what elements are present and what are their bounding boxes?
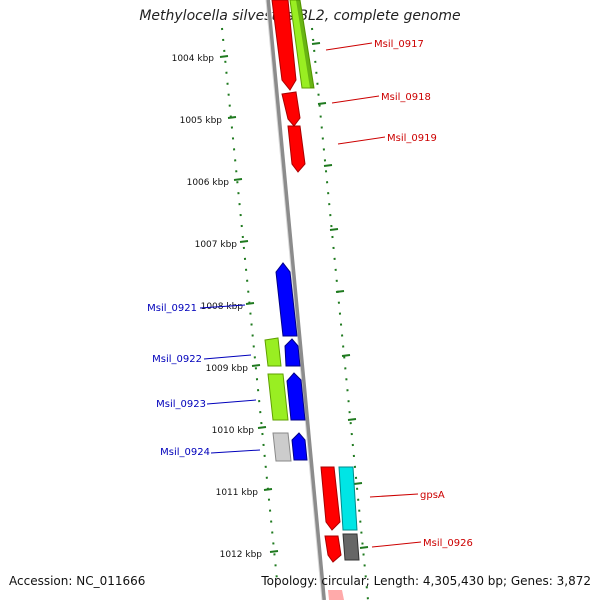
kbp-tick-1009 [251,364,261,367]
kbp-tick-1012 [269,550,279,553]
label-msil-0923[interactable]: Msil_0923 [156,399,206,410]
label-msil-0917[interactable]: Msil_0917 [374,39,424,50]
gene-msil-0918[interactable] [281,91,301,127]
genome-summary-text: Topology: circular; Length: 4,305,430 bp… [261,574,591,588]
inner-dotted-ring [221,27,278,581]
kbp-tick-1010 [257,426,267,429]
leader-msil-0922 [203,354,252,360]
label-msil-0919[interactable]: Msil_0919 [387,133,437,144]
leader-msil-0926 [371,541,422,548]
gene-cyan[interactable] [338,466,358,531]
gene-blue-0924[interactable] [291,432,308,461]
gene-dark-grey[interactable] [342,533,360,561]
kbp-tick-1006 [233,178,243,181]
gene-gpsA[interactable] [320,466,341,531]
label-msil-0924[interactable]: Msil_0924 [160,447,210,458]
kbp-tick-1008 [245,302,255,305]
kbp-label-1006: 1006 kbp [187,178,230,188]
gene-msil-0922[interactable] [264,337,282,367]
kbp-label-1012: 1012 kbp [220,550,263,560]
accession-text: Accession: NC_011666 [9,574,146,588]
kbp-tick-1004 [219,55,229,58]
leader-msil-0917 [325,42,373,51]
label-msil-0921[interactable]: Msil_0921 [147,303,197,314]
kbp-label-1010: 1010 kbp [212,426,255,436]
gene-msil-0921[interactable] [275,262,298,337]
gene-msil-0926[interactable] [324,535,342,563]
leader-msil-0923 [206,399,257,405]
kbp-label-1011: 1011 kbp [216,488,259,498]
leader-msil-0918 [331,95,380,104]
leader-msil-0924 [210,449,261,454]
gene-top-green[interactable] [289,0,315,89]
kbp-tick-marks [219,55,279,553]
label-msil-0918[interactable]: Msil_0918 [381,92,431,103]
gene-msil-0919[interactable] [287,125,306,173]
gene-msil-0923[interactable] [267,373,289,421]
gene-blue-0923[interactable] [286,372,306,421]
outer-dotted-ring [311,27,369,600]
kbp-tick-1005 [227,116,237,119]
kbp-label-1007: 1007 kbp [195,240,238,250]
gene-top-green-inner [296,0,314,88]
gene-bottom-partial [328,590,344,600]
kbp-label-1004: 1004 kbp [172,54,215,64]
kbp-tick-1011 [263,488,273,491]
gene-blue-0922[interactable] [284,338,301,367]
label-msil-0922[interactable]: Msil_0922 [152,354,202,365]
label-msil-0926[interactable]: Msil_0926 [423,538,473,549]
gene-msil-0924[interactable] [272,432,292,462]
leader-msil-0921 [199,304,246,309]
label-gpsA[interactable]: gpsA [420,490,445,501]
kbp-label-1009: 1009 kbp [206,364,249,374]
gene-msil-0917[interactable] [271,0,297,91]
outer-ring-ticks [311,42,369,549]
kbp-tick-1007 [239,240,249,243]
leader-gpsA [369,493,419,498]
leader-msil-0919 [337,136,386,145]
kbp-label-1005: 1005 kbp [180,116,223,126]
genome-backbone-highlight [265,0,323,600]
genome-backbone [266,0,326,600]
